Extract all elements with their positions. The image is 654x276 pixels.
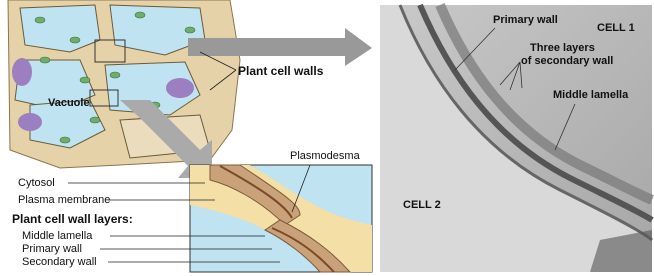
- cell-label: CELL 2: [403, 199, 441, 211]
- leader-line: [291, 164, 311, 213]
- cell-tissue: [7, 0, 241, 169]
- layers-title: Plant cell wall layers:: [12, 212, 133, 226]
- micrograph-label: of secondary wall: [521, 55, 613, 67]
- cell-label: CELL 1: [597, 22, 635, 34]
- arrow: [120, 100, 212, 178]
- layer-label: Primary wall: [22, 243, 82, 255]
- micrograph-label: Primary wall: [493, 14, 558, 26]
- plasmodesma-label: Plasmodesma: [290, 150, 361, 162]
- arrow: [188, 28, 372, 66]
- micrograph-label: Three layers: [530, 42, 595, 54]
- micrograph: [380, 3, 654, 272]
- leader-line: [454, 27, 576, 151]
- micrograph-label: Middle lamella: [553, 89, 629, 101]
- layer-label: Middle lamella: [22, 230, 93, 242]
- label: Plasma membrane: [18, 194, 110, 206]
- zoom-box: [89, 89, 119, 107]
- layer-label: Secondary wall: [22, 256, 97, 268]
- inset: [189, 164, 373, 273]
- leader-line: [68, 182, 280, 263]
- zoom-box: [94, 39, 126, 63]
- vacuole-label: Vacuole: [48, 97, 90, 109]
- callout: Plant cell walls: [238, 64, 324, 78]
- leader-line: [199, 51, 237, 91]
- label: Cytosol: [18, 177, 55, 189]
